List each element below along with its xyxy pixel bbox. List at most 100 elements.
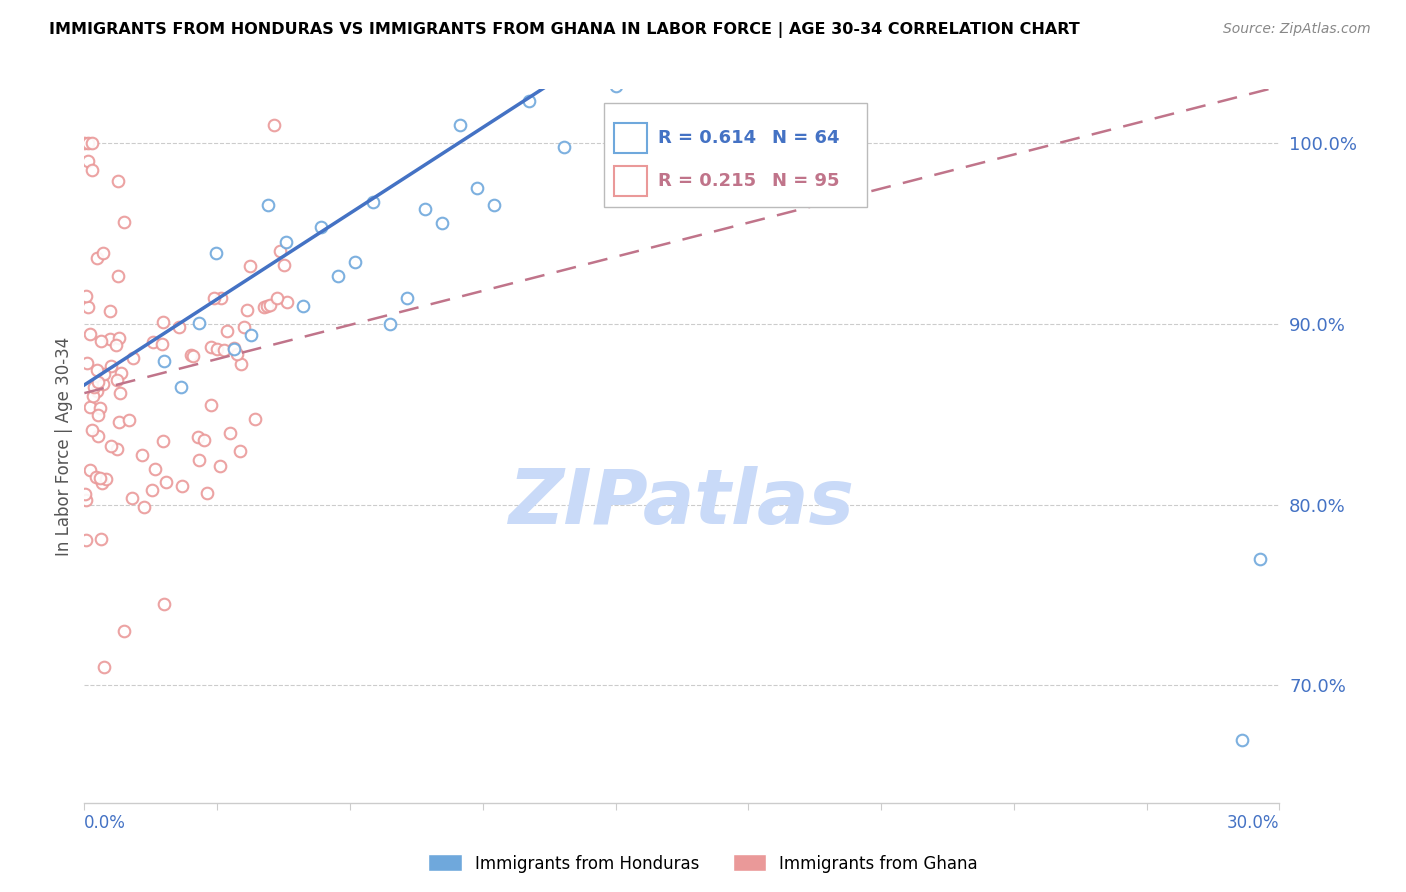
Point [536, 61, 558, 75]
Point [107, 268, 129, 283]
Point [344, 254, 367, 268]
Point [243, 412, 266, 426]
Point [132, 500, 155, 514]
Point [553, 140, 575, 154]
Point [87, 428, 110, 442]
Point [79, 463, 101, 477]
Point [180, 348, 202, 362]
Point [98, 332, 121, 346]
Point [86, 251, 108, 265]
Point [121, 351, 143, 366]
Point [86, 469, 108, 483]
Point [292, 299, 315, 313]
Legend: Immigrants from Honduras, Immigrants from Ghana: Immigrants from Honduras, Immigrants fro… [422, 847, 984, 880]
Point [236, 302, 259, 317]
Point [167, 319, 190, 334]
Point [131, 448, 153, 462]
Point [150, 336, 173, 351]
Point [276, 295, 298, 310]
Point [273, 258, 295, 272]
Point [93, 660, 115, 674]
Point [75, 288, 97, 302]
Point [83, 379, 105, 393]
Point [80, 423, 103, 437]
Point [269, 244, 291, 258]
Point [105, 442, 128, 456]
Text: N = 95: N = 95 [772, 172, 839, 190]
Text: IMMIGRANTS FROM HONDURAS VS IMMIGRANTS FROM GHANA IN LABOR FORCE | AGE 30-34 COR: IMMIGRANTS FROM HONDURAS VS IMMIGRANTS F… [49, 22, 1080, 38]
Point [143, 462, 166, 476]
Point [110, 366, 132, 380]
Point [86, 409, 108, 423]
Point [205, 245, 228, 260]
Point [640, 15, 662, 29]
Point [209, 459, 232, 474]
Point [76, 356, 98, 370]
Point [232, 320, 254, 334]
Point [93, 367, 115, 381]
Point [90, 532, 112, 546]
Point [1230, 732, 1253, 747]
Point [413, 202, 436, 217]
Point [152, 315, 174, 329]
Point [82, 389, 104, 403]
Text: 0.0%: 0.0% [84, 814, 127, 831]
Point [172, 479, 194, 493]
Text: R = 0.614: R = 0.614 [658, 129, 756, 147]
Point [588, 14, 610, 29]
Point [94, 472, 117, 486]
Text: R = 0.215: R = 0.215 [658, 172, 756, 190]
Point [229, 443, 252, 458]
Point [432, 216, 454, 230]
Point [86, 363, 108, 377]
Point [108, 415, 131, 429]
Point [105, 337, 128, 351]
Point [309, 220, 332, 235]
Point [170, 380, 193, 394]
Point [212, 343, 235, 357]
Point [326, 269, 349, 284]
Point [181, 349, 204, 363]
Point [98, 303, 121, 318]
Point [263, 119, 285, 133]
Point [222, 341, 245, 355]
Text: ZIPatlas: ZIPatlas [509, 467, 855, 540]
Point [77, 136, 100, 151]
Point [200, 340, 222, 354]
Point [107, 331, 129, 345]
Point [153, 354, 176, 368]
Point [226, 347, 249, 361]
Point [361, 195, 384, 210]
Text: 30.0%: 30.0% [1227, 814, 1279, 831]
Point [118, 412, 141, 426]
FancyBboxPatch shape [614, 166, 647, 196]
Point [449, 118, 471, 132]
Point [569, 70, 592, 84]
Point [605, 79, 627, 94]
Text: Source: ZipAtlas.com: Source: ZipAtlas.com [1223, 22, 1371, 37]
Point [396, 291, 419, 305]
Point [195, 486, 218, 500]
Point [187, 316, 209, 330]
Point [75, 533, 97, 547]
Point [266, 291, 288, 305]
Point [484, 198, 506, 212]
Point [239, 259, 262, 273]
Point [257, 198, 280, 212]
Point [105, 373, 128, 387]
Point [82, 136, 104, 151]
Point [75, 493, 97, 508]
Point [152, 434, 174, 449]
Point [222, 342, 245, 356]
Point [153, 597, 176, 611]
FancyBboxPatch shape [614, 123, 647, 153]
Point [108, 386, 131, 401]
Point [86, 384, 108, 399]
Point [187, 453, 209, 467]
Point [73, 136, 96, 151]
Point [256, 299, 278, 313]
Point [107, 174, 129, 188]
Point [121, 491, 143, 505]
Point [209, 291, 232, 305]
Point [274, 235, 297, 249]
